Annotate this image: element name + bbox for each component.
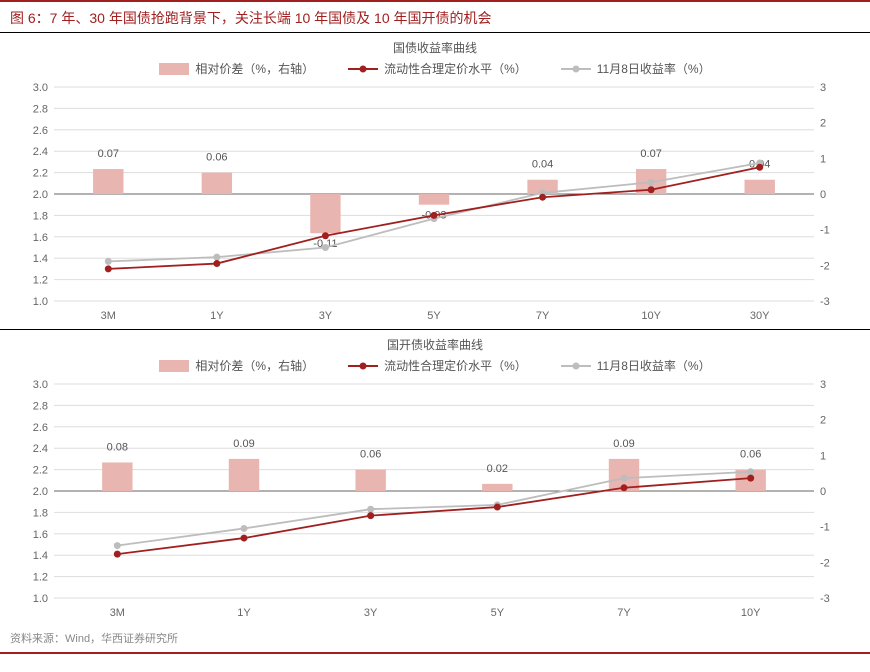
svg-text:0.04: 0.04: [532, 159, 553, 171]
svg-text:-3: -3: [820, 296, 830, 308]
svg-text:-3: -3: [820, 593, 830, 605]
svg-text:10Y: 10Y: [741, 607, 761, 619]
svg-text:7Y: 7Y: [617, 607, 631, 619]
svg-text:1.2: 1.2: [33, 572, 48, 584]
svg-text:2.2: 2.2: [33, 168, 48, 180]
svg-text:0.08: 0.08: [107, 441, 128, 453]
svg-text:3: 3: [820, 379, 826, 391]
svg-text:3.0: 3.0: [33, 82, 48, 94]
svg-text:-2: -2: [820, 260, 830, 272]
svg-text:3Y: 3Y: [319, 310, 333, 322]
svg-text:1: 1: [820, 450, 826, 462]
chart-bottom-title: 国开债收益率曲线: [6, 336, 864, 353]
svg-text:2.8: 2.8: [33, 103, 48, 115]
svg-text:3: 3: [820, 82, 826, 94]
svg-text:10Y: 10Y: [641, 310, 661, 322]
svg-text:1.4: 1.4: [33, 253, 48, 265]
legend-grey-label-b: 11月8日收益率（%）: [597, 357, 711, 374]
svg-text:1.8: 1.8: [33, 210, 48, 222]
legend-top: 相对价差（%，右轴） 流动性合理定价水平（%） 11月8日收益率（%）: [6, 60, 864, 77]
svg-text:1.8: 1.8: [33, 507, 48, 519]
legend-red-label: 流动性合理定价水平（%）: [384, 60, 527, 77]
svg-text:2.2: 2.2: [33, 465, 48, 477]
grey-line-swatch-icon: [561, 68, 591, 70]
svg-text:2.0: 2.0: [33, 486, 48, 498]
svg-text:0: 0: [820, 486, 826, 498]
bar-swatch-icon: [159, 63, 189, 75]
chart-bottom-wrap: 国开债收益率曲线 相对价差（%，右轴） 流动性合理定价水平（%） 11月8日收益…: [0, 329, 870, 626]
svg-text:1.4: 1.4: [33, 550, 48, 562]
svg-text:3Y: 3Y: [364, 607, 378, 619]
chart-bottom-svg: 1.0 1.2 1.4 1.6 1.8 2.0 2.2 2.4 2.6 2.8 3.0 -3 -2 -1 0…: [6, 376, 862, 626]
legend-bar-b: 相对价差（%，右轴）: [159, 357, 314, 374]
svg-text:0.09: 0.09: [233, 438, 254, 450]
legend-red-b: 流动性合理定价水平（%）: [348, 357, 527, 374]
svg-text:0: 0: [820, 189, 826, 201]
svg-text:7Y: 7Y: [536, 310, 550, 322]
svg-text:5Y: 5Y: [491, 607, 505, 619]
svg-text:1.6: 1.6: [33, 529, 48, 541]
figure-title: 图 6：7 年、30 年国债抢跑背景下，关注长端 10 年国债及 10 年国开债…: [0, 2, 870, 32]
red-line-swatch-icon: [348, 68, 378, 70]
svg-text:0.02: 0.02: [487, 463, 508, 475]
svg-text:0.06: 0.06: [360, 449, 381, 461]
chart-top-wrap: 国债收益率曲线 相对价差（%，右轴） 流动性合理定价水平（%） 11月8日收益率…: [0, 32, 870, 329]
chart-top-title: 国债收益率曲线: [6, 39, 864, 56]
svg-text:3M: 3M: [101, 310, 116, 322]
svg-text:0.07: 0.07: [640, 148, 661, 160]
svg-text:1.0: 1.0: [33, 296, 48, 308]
svg-text:1Y: 1Y: [210, 310, 224, 322]
svg-text:3.0: 3.0: [33, 379, 48, 391]
legend-grey-label: 11月8日收益率（%）: [597, 60, 711, 77]
svg-text:3M: 3M: [110, 607, 125, 619]
svg-text:30Y: 30Y: [750, 310, 770, 322]
figure-source: 资料来源：Wind，华西证券研究所: [0, 626, 870, 652]
legend-bar: 相对价差（%，右轴）: [159, 60, 314, 77]
svg-text:1.0: 1.0: [33, 593, 48, 605]
svg-text:2: 2: [820, 415, 826, 427]
legend-red: 流动性合理定价水平（%）: [348, 60, 527, 77]
legend-bottom: 相对价差（%，右轴） 流动性合理定价水平（%） 11月8日收益率（%）: [6, 357, 864, 374]
svg-text:-2: -2: [820, 557, 830, 569]
svg-text:0.09: 0.09: [613, 438, 634, 450]
svg-text:2.4: 2.4: [33, 443, 48, 455]
svg-text:2: 2: [820, 118, 826, 130]
svg-text:0.07: 0.07: [98, 148, 119, 160]
svg-text:2.8: 2.8: [33, 400, 48, 412]
svg-text:1.2: 1.2: [33, 275, 48, 287]
svg-text:1Y: 1Y: [237, 607, 251, 619]
chart-top-svg: 1.0 1.2 1.4 1.6 1.8 2.0 2.2 2.4 2.6 2.8 3.0 -3 -2 -1 0…: [6, 79, 862, 329]
svg-text:1.6: 1.6: [33, 232, 48, 244]
legend-grey-b: 11月8日收益率（%）: [561, 357, 711, 374]
legend-red-label-b: 流动性合理定价水平（%）: [384, 357, 527, 374]
red-line-swatch-icon: [348, 365, 378, 367]
svg-text:2.6: 2.6: [33, 125, 48, 137]
svg-text:5Y: 5Y: [427, 310, 441, 322]
svg-text:2.4: 2.4: [33, 146, 48, 158]
grey-line-swatch-icon: [561, 365, 591, 367]
figure-container: 图 6：7 年、30 年国债抢跑背景下，关注长端 10 年国债及 10 年国开债…: [0, 0, 870, 654]
svg-text:-1: -1: [820, 225, 830, 237]
svg-text:2.0: 2.0: [33, 189, 48, 201]
bar-swatch-icon: [159, 360, 189, 372]
svg-text:-1: -1: [820, 522, 830, 534]
svg-text:2.6: 2.6: [33, 422, 48, 434]
svg-text:0.06: 0.06: [740, 449, 761, 461]
legend-bar-label: 相对价差（%，右轴）: [195, 60, 314, 77]
svg-text:1: 1: [820, 153, 826, 165]
legend-bar-label-b: 相对价差（%，右轴）: [195, 357, 314, 374]
legend-grey: 11月8日收益率（%）: [561, 60, 711, 77]
svg-text:0.06: 0.06: [206, 152, 227, 164]
